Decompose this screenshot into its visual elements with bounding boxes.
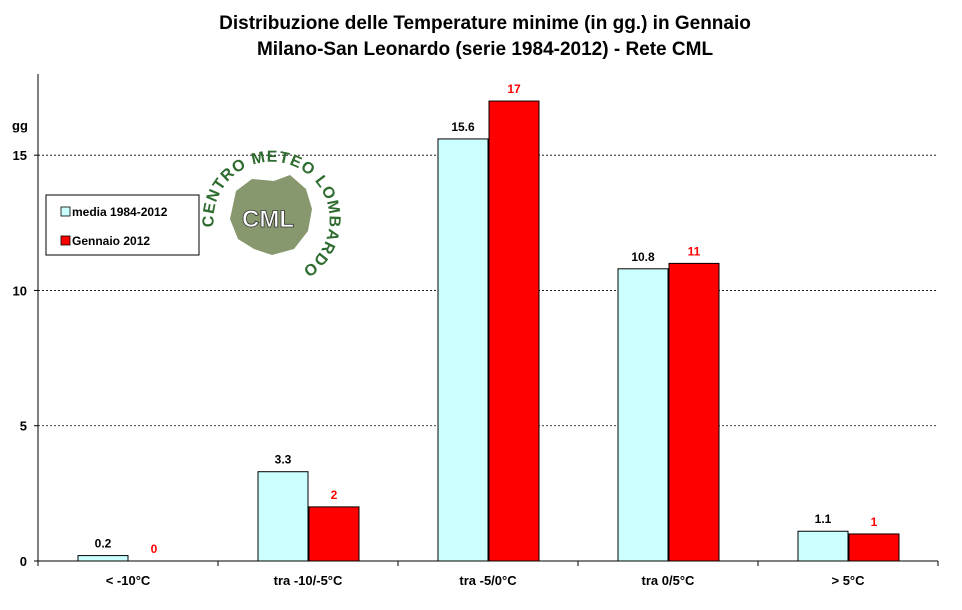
bar [797, 530, 849, 562]
data-label: 1 [871, 515, 878, 529]
legend-label-media: media 1984-2012 [72, 205, 168, 219]
data-label: 3.3 [275, 453, 292, 467]
bar [617, 268, 669, 562]
data-label: 10.8 [631, 250, 655, 264]
x-tick-label: tra -5/0°C [459, 573, 517, 588]
y-tick-label: 15 [13, 148, 27, 163]
x-tick-label: > 5°C [831, 573, 865, 588]
data-label: 15.6 [451, 120, 475, 134]
data-label: 11 [688, 244, 701, 258]
x-tick-label: < -10°C [106, 573, 151, 588]
y-tick-label: 10 [13, 283, 27, 298]
bar [257, 471, 309, 562]
legend-label-gennaio: Gennaio 2012 [72, 234, 150, 248]
logo-map-shape [230, 175, 312, 255]
data-label: 0.2 [95, 537, 112, 551]
bar [77, 555, 129, 562]
legend-box [45, 194, 200, 256]
x-tick-label: tra 0/5°C [642, 573, 696, 588]
logo-center-text: CML [242, 206, 294, 233]
bar [488, 100, 540, 562]
y-tick-label: 0 [20, 554, 27, 569]
data-label: 0 [151, 542, 158, 556]
bar [437, 138, 489, 562]
legend-swatch-media [60, 206, 71, 217]
legend-swatch-gennaio [60, 235, 71, 246]
bar [308, 506, 360, 562]
chart-subtitle: Milano-San Leonardo (serie 1984-2012) - … [257, 39, 714, 60]
bar [848, 533, 900, 562]
legend: media 1984-2012 Gennaio 2012 [45, 194, 200, 256]
y-tick-label: 5 [20, 419, 27, 434]
chart-title: Distribuzione delle Temperature minime (… [219, 13, 751, 34]
data-label: 17 [507, 82, 521, 96]
bar [668, 262, 720, 562]
data-label: 2 [331, 488, 338, 502]
x-tick-label: tra -10/-5°C [274, 573, 343, 588]
y-axis-label: gg [12, 118, 28, 133]
data-label: 1.1 [815, 512, 832, 526]
bars [77, 100, 900, 562]
